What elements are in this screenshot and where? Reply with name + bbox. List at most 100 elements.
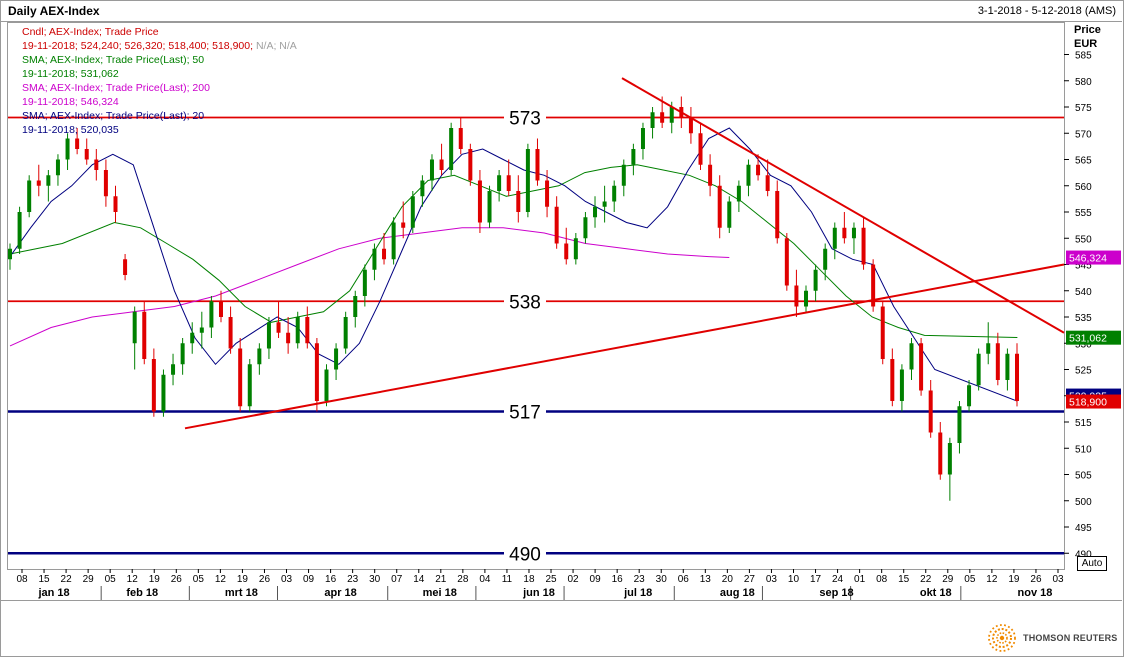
candle-body xyxy=(276,322,281,333)
level-label-573: 573 xyxy=(509,109,541,130)
x-tick-label: 27 xyxy=(744,574,756,585)
x-tick-label: 19 xyxy=(149,574,161,585)
x-tick-label: 11 xyxy=(502,574,513,585)
x-tick-label: 15 xyxy=(38,574,50,585)
y-tick-label: 575 xyxy=(1075,103,1092,114)
x-tick-label: 16 xyxy=(612,574,624,585)
x-tick-label: 05 xyxy=(964,574,976,585)
candle-body xyxy=(324,369,329,401)
candle-body xyxy=(947,443,952,475)
x-tick-label: 17 xyxy=(810,574,822,585)
candle-body xyxy=(84,149,89,160)
legend-sma200-value: 19-11-2018; 546,324 xyxy=(22,96,119,108)
legend-sma20-title: SMA; AEX-Index; Trade Price(Last); 20 xyxy=(22,110,205,122)
candle-body xyxy=(938,432,943,475)
x-tick-label: 09 xyxy=(590,574,602,585)
candle-body xyxy=(640,128,645,149)
candle-body xyxy=(794,285,799,307)
candle-body xyxy=(861,227,866,265)
y-tick-label: 565 xyxy=(1075,156,1092,167)
candle-body xyxy=(190,332,195,344)
candle-body xyxy=(660,112,665,123)
x-tick-label: 12 xyxy=(986,574,998,585)
candle-body xyxy=(1015,353,1019,401)
value-tag-bg xyxy=(1066,394,1121,409)
level-label-bg xyxy=(504,106,546,129)
candle-body xyxy=(573,238,578,260)
candle-body xyxy=(103,170,108,197)
x-tick-label: 19 xyxy=(1008,574,1020,585)
x-tick-label: 20 xyxy=(722,574,734,585)
x-tick-label: 23 xyxy=(347,574,359,585)
x-tick-label: 28 xyxy=(457,574,469,585)
x-month-label: apr 18 xyxy=(324,587,356,599)
candle-body xyxy=(880,306,885,359)
auto-scale-button[interactable]: Auto xyxy=(1077,556,1107,571)
x-tick-label: 16 xyxy=(325,574,337,585)
candle-body xyxy=(391,222,396,260)
candle-body xyxy=(919,343,924,391)
level-label-490: 490 xyxy=(509,544,541,565)
candle-body xyxy=(995,343,1000,380)
y-tick-label: 570 xyxy=(1075,129,1092,140)
y-tick-label: 505 xyxy=(1075,471,1092,482)
x-tick-label: 05 xyxy=(193,574,205,585)
candle-body xyxy=(295,317,300,344)
x-tick-label: 14 xyxy=(413,574,425,585)
candle-body xyxy=(161,374,166,412)
candle-body xyxy=(957,406,962,443)
plot-area[interactable] xyxy=(7,22,1065,570)
candle-body xyxy=(55,159,60,176)
candle-body xyxy=(142,311,147,359)
candle-body xyxy=(401,222,406,228)
candle-body xyxy=(65,138,70,160)
x-tick-label: 12 xyxy=(215,574,227,585)
candle-body xyxy=(468,149,473,181)
candle-body xyxy=(94,159,99,170)
level-label-bg xyxy=(504,400,546,423)
footer-divider xyxy=(1,600,1122,601)
x-tick-label: 30 xyxy=(656,574,668,585)
candle-body xyxy=(218,301,223,317)
candle-body xyxy=(986,343,991,354)
candle-body xyxy=(746,164,751,186)
sma-200-line xyxy=(9,227,730,347)
y-tick-label: 535 xyxy=(1075,313,1092,324)
candle-body xyxy=(545,180,550,207)
candle-body xyxy=(477,180,482,223)
trendline-rising-support xyxy=(184,263,1065,430)
candle-body xyxy=(554,206,559,244)
candle-body xyxy=(382,248,387,260)
value-tag-label: 546,324 xyxy=(1069,253,1107,265)
y-tick-label: 580 xyxy=(1075,77,1092,88)
candle-body xyxy=(564,243,569,260)
candle-body xyxy=(151,359,156,412)
brand-name: THOMSON REUTERS xyxy=(1023,633,1118,643)
value-tag-bg xyxy=(1066,330,1121,345)
candle-body xyxy=(8,248,12,260)
x-tick-label: 10 xyxy=(788,574,800,585)
level-label-bg xyxy=(504,290,546,313)
candle-body xyxy=(75,138,80,149)
x-tick-label: 07 xyxy=(391,574,403,585)
legend-sma50-title: SMA; AEX-Index; Trade Price(Last); 50 xyxy=(22,54,205,66)
candle-body xyxy=(305,317,310,344)
date-range: 3-1-2018 - 5-12-2018 (AMS) xyxy=(977,5,1116,17)
candle-body xyxy=(113,196,118,212)
candle-body xyxy=(976,353,981,386)
x-month-label: nov 18 xyxy=(1018,587,1053,599)
y-tick-label: 490 xyxy=(1075,549,1092,560)
x-tick-label: 15 xyxy=(898,574,910,585)
candle-body xyxy=(372,248,377,270)
value-tag-bg xyxy=(1066,250,1121,265)
x-tick-label: 08 xyxy=(16,574,28,585)
y-tick-label: 515 xyxy=(1075,418,1092,429)
x-tick-label: 24 xyxy=(832,574,844,585)
candle-body xyxy=(593,206,598,218)
candle-body xyxy=(621,164,626,186)
candle-body xyxy=(612,185,617,202)
x-month-label: feb 18 xyxy=(126,587,158,599)
candle-body xyxy=(909,343,914,370)
y-tick-label: 540 xyxy=(1075,287,1092,298)
